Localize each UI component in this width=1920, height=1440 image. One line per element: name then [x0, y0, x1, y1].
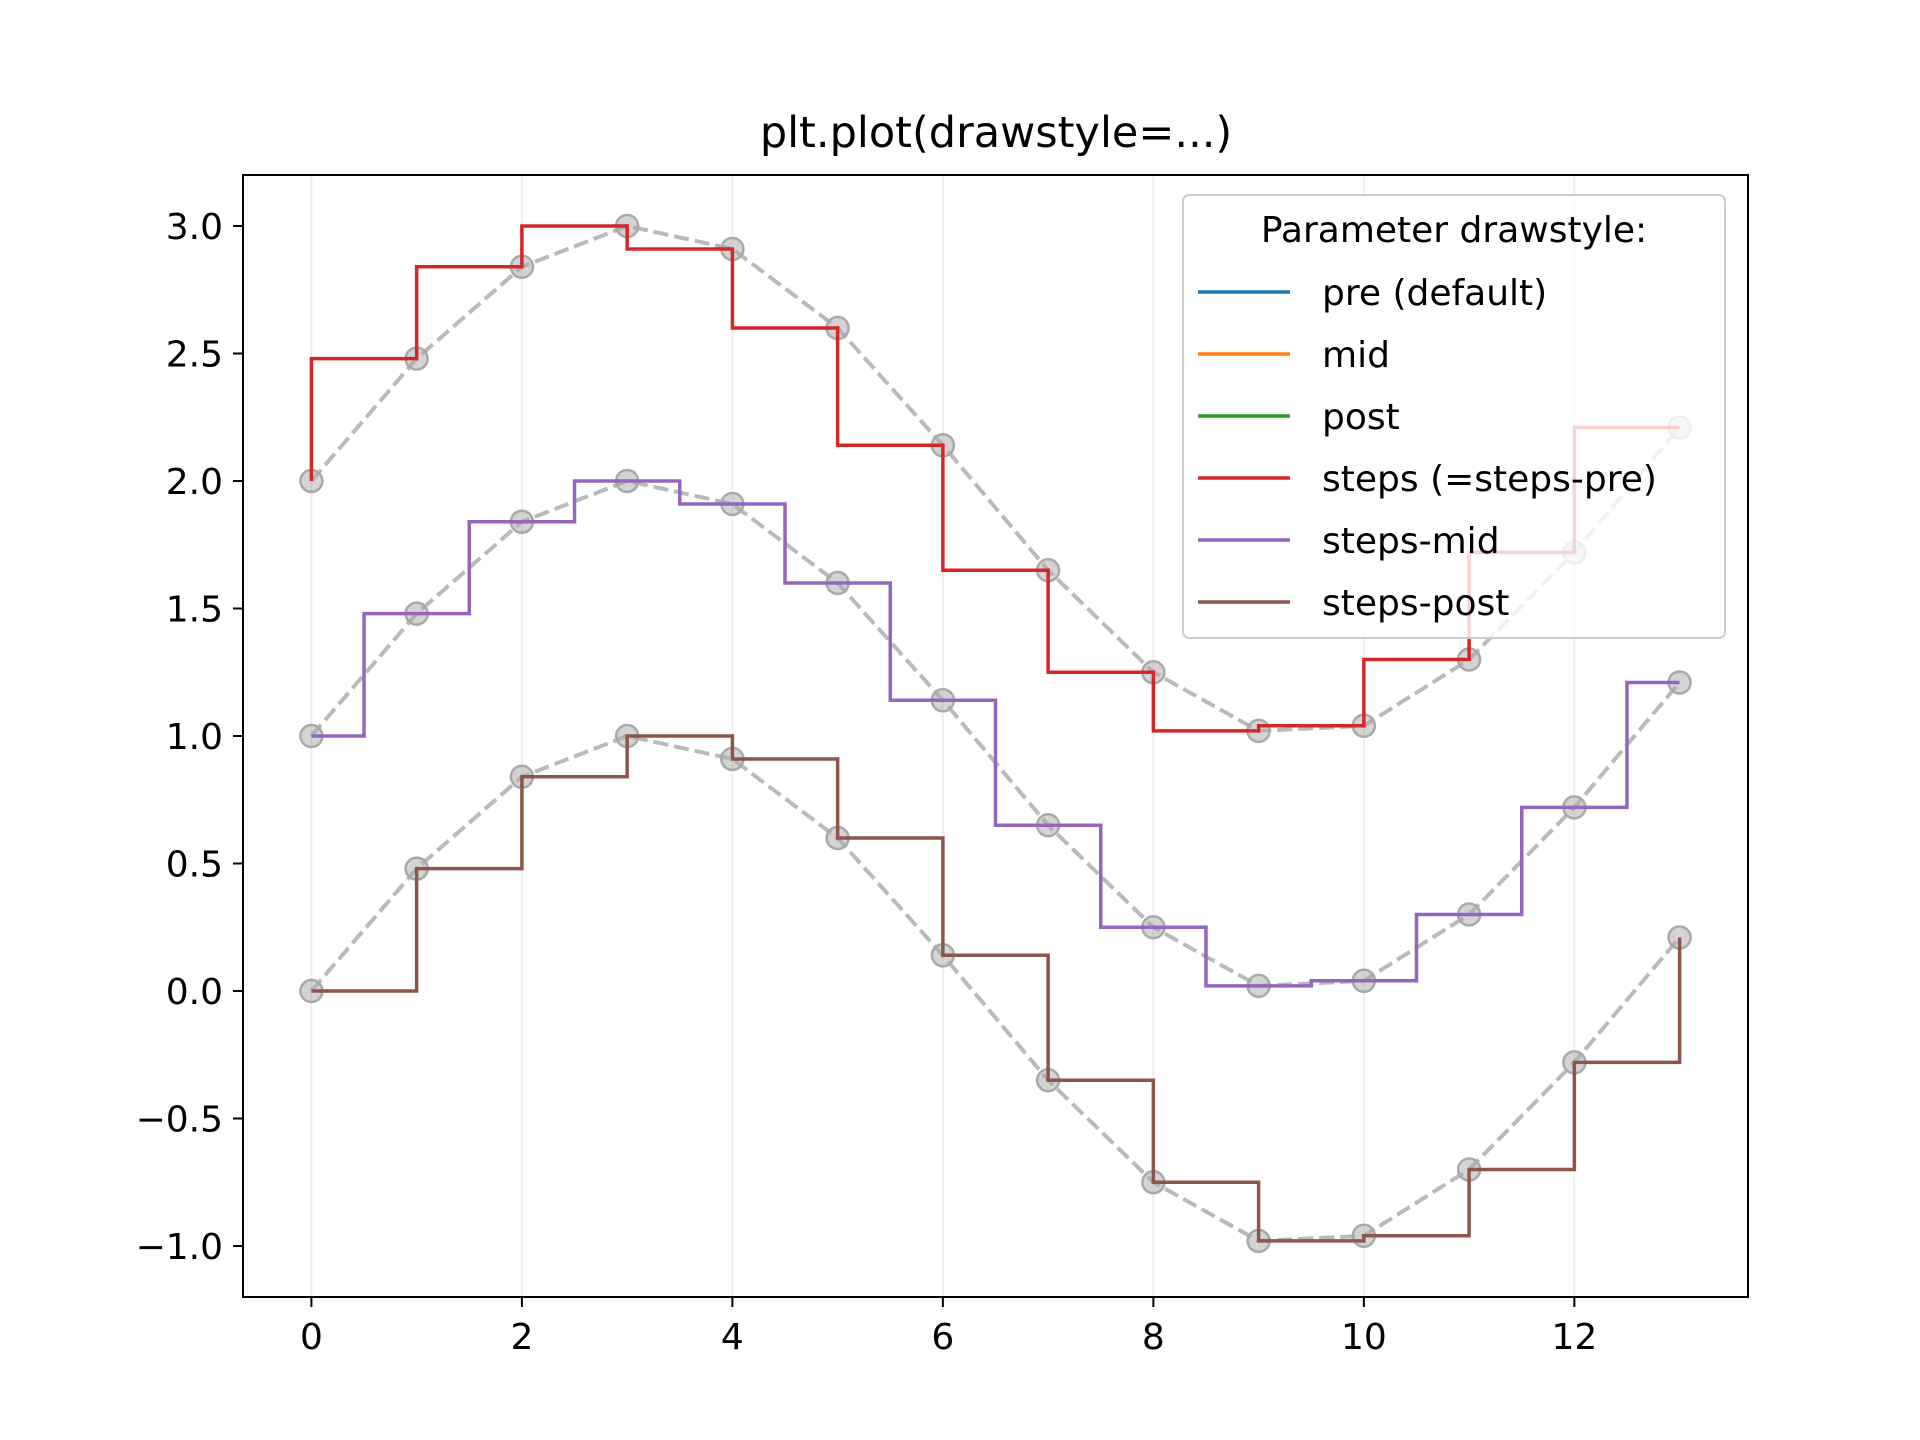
legend-label: post: [1322, 397, 1400, 438]
x-tick-label: 8: [1142, 1317, 1165, 1358]
y-tick-label: 2.0: [166, 462, 223, 503]
series-line-steps-mid: [311, 479, 1680, 988]
legend-label: mid: [1322, 335, 1390, 376]
y-tick-label: 1.5: [166, 590, 223, 631]
series-line-steps-pre: [309, 224, 1680, 733]
legend: Parameter drawstyle: pre (default) mid pos…: [1182, 194, 1726, 639]
x-axis: 0 2 4 6 8 10 12: [300, 1297, 1597, 1358]
series-lines: [309, 224, 1682, 1243]
legend-label: pre (default): [1322, 273, 1547, 314]
x-tick-label: 10: [1341, 1317, 1387, 1358]
legend-box: [1182, 194, 1726, 639]
legend-label: steps-post: [1322, 583, 1509, 624]
y-tick-label: 3.0: [166, 207, 223, 248]
y-tick-label: 1.0: [166, 717, 223, 758]
x-tick-label: 4: [721, 1317, 744, 1358]
reference-line: [309, 733, 1682, 1243]
y-tick-label: 2.5: [166, 335, 223, 376]
legend-title: Parameter drawstyle:: [1261, 210, 1647, 251]
x-tick-label: 0: [300, 1317, 323, 1358]
legend-label: steps (=steps-pre): [1322, 459, 1657, 500]
y-tick-label: −1.0: [136, 1227, 223, 1268]
x-tick-label: 12: [1551, 1317, 1597, 1358]
reference-line: [309, 223, 1682, 733]
legend-label: steps-mid: [1322, 521, 1500, 562]
series-line-steps-post: [311, 734, 1682, 1243]
y-axis: −1.0 −0.5 0.0 0.5 1.0 1.5 2.0 2.5 3.0: [136, 207, 243, 1268]
x-tick-label: 2: [510, 1317, 533, 1358]
x-tick-label: 6: [931, 1317, 954, 1358]
chart-title: plt.plot(drawstyle=...): [760, 108, 1232, 158]
y-tick-label: −0.5: [136, 1100, 223, 1141]
y-tick-label: 0.0: [166, 972, 223, 1013]
y-tick-label: 0.5: [166, 845, 223, 886]
